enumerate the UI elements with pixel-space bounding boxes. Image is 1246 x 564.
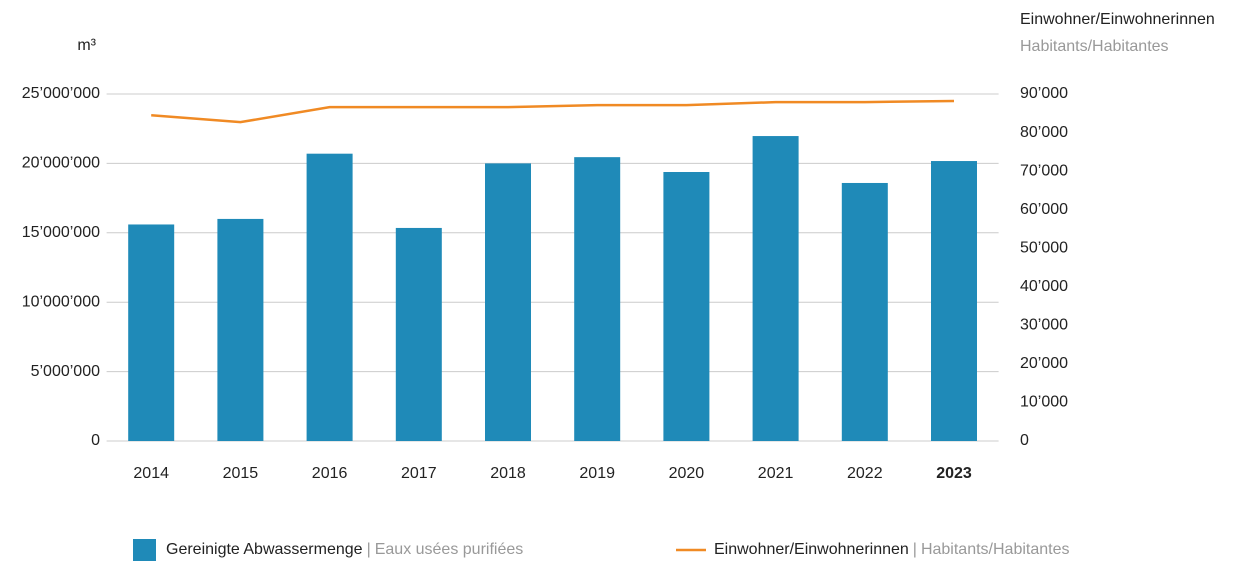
legend-entry: Gereinigte Abwassermenge | Eaux usées puri…	[166, 541, 523, 558]
legend-separator: |	[367, 541, 371, 558]
bar	[128, 224, 175, 441]
bar	[395, 227, 442, 441]
x-tick-label: 2021	[758, 465, 794, 482]
x-tick-label: 2023	[936, 465, 972, 482]
y2-tick-label: 80’000	[1020, 124, 1068, 141]
x-tick-label: 2020	[669, 465, 705, 482]
line	[151, 99, 955, 124]
y2-axis-label: Einwohner/Einwohnerinnen	[1020, 11, 1215, 28]
bar	[485, 163, 531, 441]
y2-tick-label: 60’000	[1020, 201, 1068, 218]
y2-tick-label: 70’000	[1020, 162, 1068, 179]
x-tick-label: 2016	[312, 465, 348, 482]
y-tick-label: 0	[91, 432, 100, 449]
legend-swatch	[133, 539, 156, 561]
y2-axis-label-fr: Habitants/Habitantes	[1020, 38, 1169, 55]
y2-tick-label: 0	[1020, 432, 1029, 449]
bar	[217, 218, 264, 441]
legend-name-fr: Habitants/Habitantes	[921, 541, 1070, 558]
y-tick-label: 10’000’000	[22, 293, 100, 310]
y-tick-label: 20’000’000	[22, 155, 100, 172]
y2-tick-label: 40’000	[1020, 278, 1068, 295]
y2-tick-label: 10’000	[1020, 394, 1068, 411]
x-tick-label: 2015	[223, 465, 259, 482]
y2-tick-label: 90’000	[1020, 85, 1068, 102]
y2-tick-label: 30’000	[1020, 317, 1068, 334]
y-tick-label: 15’000’000	[22, 224, 100, 241]
y-tick-label: 25’000’000	[22, 85, 100, 102]
legend-name: Einwohner/Einwohnerinnen	[714, 541, 909, 558]
y2-tick-label: 50’000	[1020, 239, 1068, 256]
bar	[752, 136, 799, 441]
bar	[931, 161, 977, 441]
x-tick-label: 2017	[401, 465, 437, 482]
bar	[306, 153, 353, 441]
legend-separator: |	[913, 541, 917, 558]
x-tick-label: 2014	[133, 465, 169, 482]
x-tick-label: 2022	[847, 465, 883, 482]
bar	[841, 182, 888, 441]
x-tick-label: 2019	[579, 465, 615, 482]
bar	[663, 172, 710, 441]
x-tick-label: 2018	[490, 465, 526, 482]
y-tick-label: 5’000’000	[31, 363, 101, 380]
legend-name: Gereinigte Abwassermenge	[166, 541, 363, 558]
legend-entry: Einwohner/Einwohnerinnen | Habitants/Habit…	[714, 541, 1069, 558]
y-axis-label: m³	[77, 37, 96, 54]
legend-name-fr: Eaux usées purifiées	[375, 541, 524, 558]
y2-tick-label: 20’000	[1020, 355, 1068, 372]
bar	[574, 157, 621, 442]
